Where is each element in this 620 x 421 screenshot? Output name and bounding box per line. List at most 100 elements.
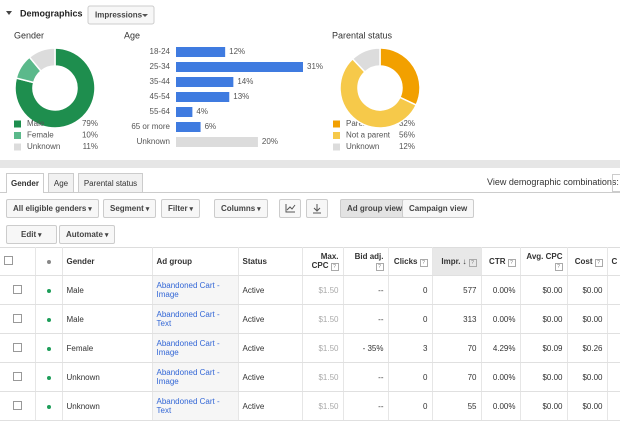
bar: [176, 122, 201, 132]
row-checkbox: [0, 362, 36, 392]
row-status: [35, 275, 63, 305]
ad-group-link[interactable]: Abandoned Cart - Text: [156, 310, 220, 328]
bar-label: 18-24: [150, 47, 171, 56]
legend-value: 32%: [399, 119, 415, 128]
tab[interactable]: Parental status: [78, 173, 143, 192]
status-dot: [46, 317, 51, 322]
bar-label: 35-44: [150, 77, 171, 86]
column-header[interactable]: CTR: [481, 247, 521, 276]
separator: [0, 160, 620, 168]
table-cell: $0.00: [567, 362, 608, 392]
row-checkbox: [0, 391, 36, 421]
combinations-select[interactable]: [612, 174, 620, 192]
legend-label: Unknown: [346, 142, 379, 151]
table-cell: $0.00: [567, 275, 608, 305]
table-cell: Unknown: [62, 391, 153, 421]
bar-label: 45-54: [150, 92, 171, 101]
column-header[interactable]: Bid adj.: [343, 247, 389, 276]
row-checkbox: [0, 275, 36, 305]
table-cell: - 35%: [343, 333, 389, 363]
ad-group-cell: Abandoned Cart - Image: [152, 362, 239, 392]
legend-label: Not a parent: [346, 131, 391, 140]
view-button[interactable]: Ad group view: [340, 199, 410, 218]
column-header[interactable]: Clicks: [388, 247, 433, 276]
filter-button[interactable]: Segment: [103, 199, 157, 218]
view-button[interactable]: Campaign view: [402, 199, 475, 218]
action-button[interactable]: Edit: [6, 225, 57, 244]
ad-group-link[interactable]: Abandoned Cart - Image: [156, 368, 220, 386]
column-header[interactable]: Avg. CPC: [520, 247, 568, 276]
table-cell: $0.00: [520, 362, 568, 392]
legend-swatch: [14, 143, 21, 151]
checkbox[interactable]: [12, 342, 22, 352]
table-cell: 0.00%: [481, 275, 521, 305]
legend-value: 11%: [83, 142, 98, 151]
checkbox[interactable]: [12, 313, 22, 323]
table-cell: $0.09: [520, 333, 568, 363]
column-header[interactable]: Cost: [567, 247, 608, 276]
column-header[interactable]: Ad group: [152, 247, 239, 276]
column-header[interactable]: Status: [238, 247, 303, 276]
column-header[interactable]: Impr. ↓: [432, 247, 482, 276]
tab[interactable]: Gender: [6, 173, 44, 193]
combinations-label: View demographic combinations:: [487, 177, 619, 187]
bar: [176, 47, 226, 57]
ad-group-link[interactable]: Abandoned Cart - Image: [156, 281, 220, 299]
bar-value: 13%: [233, 92, 249, 101]
table-row: Female Abandoned Cart - Image Active $1.50-…: [0, 333, 620, 363]
table-cell: $0.00: [567, 304, 608, 334]
table-cell: 3: [388, 333, 433, 363]
table-cell: --: [343, 275, 389, 305]
tab[interactable]: Age: [48, 173, 74, 192]
ad-group-cell: Abandoned Cart - Image: [152, 333, 239, 363]
legend-swatch: [333, 143, 340, 151]
checkbox[interactable]: [12, 284, 22, 294]
filter-button[interactable]: Filter: [161, 199, 201, 218]
download-icon: [313, 204, 321, 214]
table-cell: 313: [432, 304, 482, 334]
legend-swatch: [333, 132, 340, 139]
ad-group-link[interactable]: Abandoned Cart - Text: [156, 397, 220, 415]
legend-label: Female: [27, 131, 54, 140]
bar-value: 4%: [196, 107, 208, 116]
header-checkbox: [0, 247, 36, 276]
bar-value: 20%: [262, 137, 278, 146]
checkbox[interactable]: [12, 400, 22, 410]
collapse-icon[interactable]: [6, 11, 12, 15]
table-row: Unknown Abandoned Cart - Text Active $1.50-…: [0, 391, 620, 421]
pie-slice: [28, 47, 56, 73]
filter-button[interactable]: All eligible genders: [6, 199, 99, 218]
table-cell: [607, 333, 620, 363]
action-button[interactable]: Automate: [59, 225, 116, 244]
table-cell: --: [343, 362, 389, 392]
table-row: Unknown Abandoned Cart - Image Active $1.50…: [0, 362, 620, 392]
legend-label: Unknown: [27, 142, 60, 151]
chart-button[interactable]: [279, 199, 301, 218]
bar: [176, 62, 303, 72]
table-cell: --: [343, 391, 389, 421]
table-cell: $1.50: [302, 333, 344, 363]
ad-group-cell: Abandoned Cart - Image: [152, 275, 239, 305]
table-cell: Active: [238, 304, 303, 334]
column-header[interactable]: C: [607, 247, 620, 276]
table-cell: 4.29%: [481, 333, 521, 363]
ad-group-cell: Abandoned Cart - Text: [152, 304, 239, 334]
bar: [176, 77, 234, 87]
checkbox[interactable]: [12, 371, 22, 381]
table-cell: [607, 304, 620, 334]
metric-button[interactable]: [87, 5, 155, 25]
chart-icon: [285, 204, 296, 213]
row-status: [35, 333, 63, 363]
legend-swatch: [14, 120, 21, 128]
table-cell: 70: [432, 362, 482, 392]
table-cell: 55: [432, 391, 482, 421]
column-header[interactable]: Max. CPC: [302, 247, 344, 276]
checkbox[interactable]: [4, 256, 13, 265]
download-button[interactable]: [306, 199, 328, 218]
table-row: Male Abandoned Cart - Image Active $1.50 -- 0…: [0, 275, 620, 305]
filter-button[interactable]: Columns: [214, 199, 268, 218]
ad-group-link[interactable]: Abandoned Cart - Image: [156, 339, 220, 357]
column-header[interactable]: Gender: [62, 247, 153, 276]
table-cell: 0: [388, 391, 433, 421]
